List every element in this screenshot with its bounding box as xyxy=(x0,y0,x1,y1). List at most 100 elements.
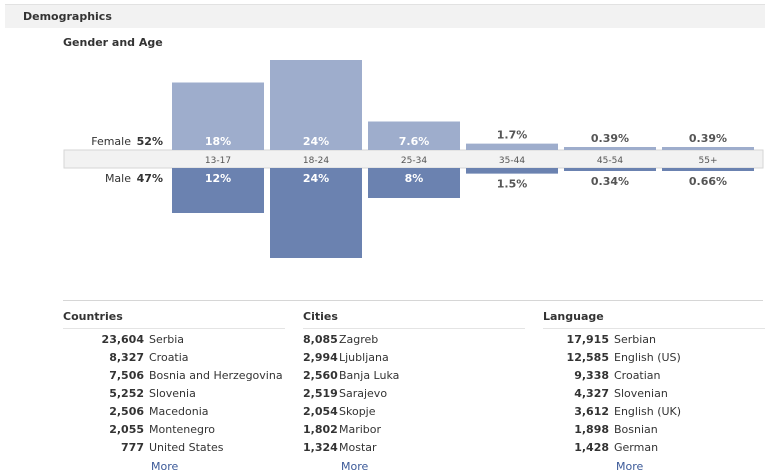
age-tick-label: 35-44 xyxy=(499,156,525,166)
list-item-count: 8,327 xyxy=(109,351,144,364)
age-tick-label: 13-17 xyxy=(205,156,231,166)
female-bar xyxy=(466,143,558,150)
male-value-label: 12% xyxy=(205,172,231,185)
list-item-name: Ljubljana xyxy=(339,351,389,364)
gender-age-title: Gender and Age xyxy=(63,36,163,49)
female-percent: 52% xyxy=(137,135,163,148)
male-bar xyxy=(466,168,558,174)
male-value-label: 0.66% xyxy=(689,175,727,188)
list-item-count: 5,252 xyxy=(109,387,144,400)
female-value-label: 1.7% xyxy=(497,129,528,142)
section-divider xyxy=(63,300,763,301)
list-item-name: English (US) xyxy=(614,351,681,364)
list-item: 4,327 Slovenian xyxy=(543,387,765,405)
list-item: 2,054Skopje xyxy=(303,405,525,423)
list-item-name: Bosnian xyxy=(614,423,658,436)
list-item: 23,604 Serbia xyxy=(63,333,285,351)
age-tick-label: 55+ xyxy=(699,156,718,166)
female-value-label: 7.6% xyxy=(399,135,430,148)
more-link[interactable]: More xyxy=(341,460,369,473)
list-item-count: 4,327 xyxy=(574,387,609,400)
list-item-name: Zagreb xyxy=(339,333,379,346)
list-item-name: Maribor xyxy=(339,423,382,436)
male-value-label: 24% xyxy=(303,172,329,185)
male-value-label: 1.5% xyxy=(497,178,528,191)
list-item: 1,898 Bosnian xyxy=(543,423,765,441)
age-tick-label: 45-54 xyxy=(597,156,623,166)
list-item-count: 17,915 xyxy=(566,333,609,346)
page-title: Demographics xyxy=(23,10,112,23)
more-link[interactable]: More xyxy=(151,460,179,473)
list-item-name: Montenegro xyxy=(149,423,216,436)
female-value-label: 24% xyxy=(303,135,329,148)
list-item: 9,338 Croatian xyxy=(543,369,765,387)
list-item-count: 2,560 xyxy=(303,369,338,382)
list-item: 8,327 Croatia xyxy=(63,351,285,369)
male-bar xyxy=(270,168,362,258)
list-item-count: 1,324 xyxy=(303,441,338,454)
list-item: 17,915 Serbian xyxy=(543,333,765,351)
list-item: 1,428 German xyxy=(543,441,765,459)
list-item: 2,506 Macedonia xyxy=(63,405,285,423)
list-item-name: Serbian xyxy=(614,333,657,346)
list-column-countries: Countries 23,604 Serbia 8,327 Croatia 7,506 Bo… xyxy=(63,310,285,473)
female-bar xyxy=(662,147,754,150)
list-item-count: 1,898 xyxy=(574,423,609,436)
list-item: 12,585 English (US) xyxy=(543,351,765,369)
list-item: 2,519Sarajevo xyxy=(303,387,525,405)
list-item-name: Mostar xyxy=(339,441,377,454)
female-bar xyxy=(368,121,460,150)
male-percent: 47% xyxy=(137,172,163,185)
list-item: 1,324Mostar xyxy=(303,441,525,459)
list-item: 3,612 English (UK) xyxy=(543,405,765,423)
female-value-label: 0.39% xyxy=(689,132,727,145)
list-item: 5,252 Slovenia xyxy=(63,387,285,405)
list-title: Language xyxy=(543,310,765,329)
male-bar xyxy=(564,168,656,171)
list-column-language: Language 17,915 Serbian 12,585 English (US) 9… xyxy=(543,310,765,473)
list-item-name: German xyxy=(614,441,659,454)
list-item-name: Banja Luka xyxy=(339,369,400,382)
list-item: 2,560Banja Luka xyxy=(303,369,525,387)
list-item-count: 777 xyxy=(121,441,144,454)
list-item-count: 2,054 xyxy=(303,405,338,418)
list-item-name: Serbia xyxy=(149,333,185,346)
male-label: Male xyxy=(105,172,131,185)
list-item-name: Bosnia and Herzegovina xyxy=(149,369,283,382)
list-item-name: Slovenian xyxy=(614,387,668,400)
list-item-name: Croatian xyxy=(614,369,661,382)
list-item: 1,802Maribor xyxy=(303,423,525,441)
list-item: 8,085Zagreb xyxy=(303,333,525,351)
female-bar xyxy=(172,82,264,150)
male-bar xyxy=(368,168,460,198)
female-bar xyxy=(564,147,656,150)
list-item: 2,055 Montenegro xyxy=(63,423,285,441)
list-column-cities: Cities 8,085Zagreb 2,994Ljubljana 2,560Banj… xyxy=(303,310,525,473)
female-value-label: 18% xyxy=(205,135,231,148)
age-tick-label: 18-24 xyxy=(303,156,329,166)
list-title: Countries xyxy=(63,310,285,329)
list-item-name: Slovenia xyxy=(149,387,196,400)
list-item-name: Macedonia xyxy=(149,405,209,418)
list-item-count: 2,519 xyxy=(303,387,338,400)
list-item-name: United States xyxy=(149,441,224,454)
list-item-name: Skopje xyxy=(339,405,376,418)
list-item-count: 1,428 xyxy=(574,441,609,454)
list-item-name: English (UK) xyxy=(614,405,682,418)
gender-age-chart: Female 52% Male 47% 13-17 18% 12% 18-24 24% 24% 25… xyxy=(63,60,764,258)
list-item-name: Croatia xyxy=(149,351,189,364)
list-item: 777 United States xyxy=(63,441,285,459)
female-label: Female xyxy=(91,135,131,148)
age-tick-label: 25-34 xyxy=(401,156,427,166)
male-value-label: 8% xyxy=(405,172,424,185)
male-value-label: 0.34% xyxy=(591,175,629,188)
list-item-count: 1,802 xyxy=(303,423,338,436)
male-bar xyxy=(662,168,754,171)
list-item-count: 2,994 xyxy=(303,351,338,364)
list-item-count: 2,055 xyxy=(109,423,144,436)
list-title: Cities xyxy=(303,310,525,329)
more-link[interactable]: More xyxy=(616,460,644,473)
male-bar xyxy=(172,168,264,213)
list-item-count: 9,338 xyxy=(574,369,609,382)
list-item-name: Sarajevo xyxy=(339,387,388,400)
